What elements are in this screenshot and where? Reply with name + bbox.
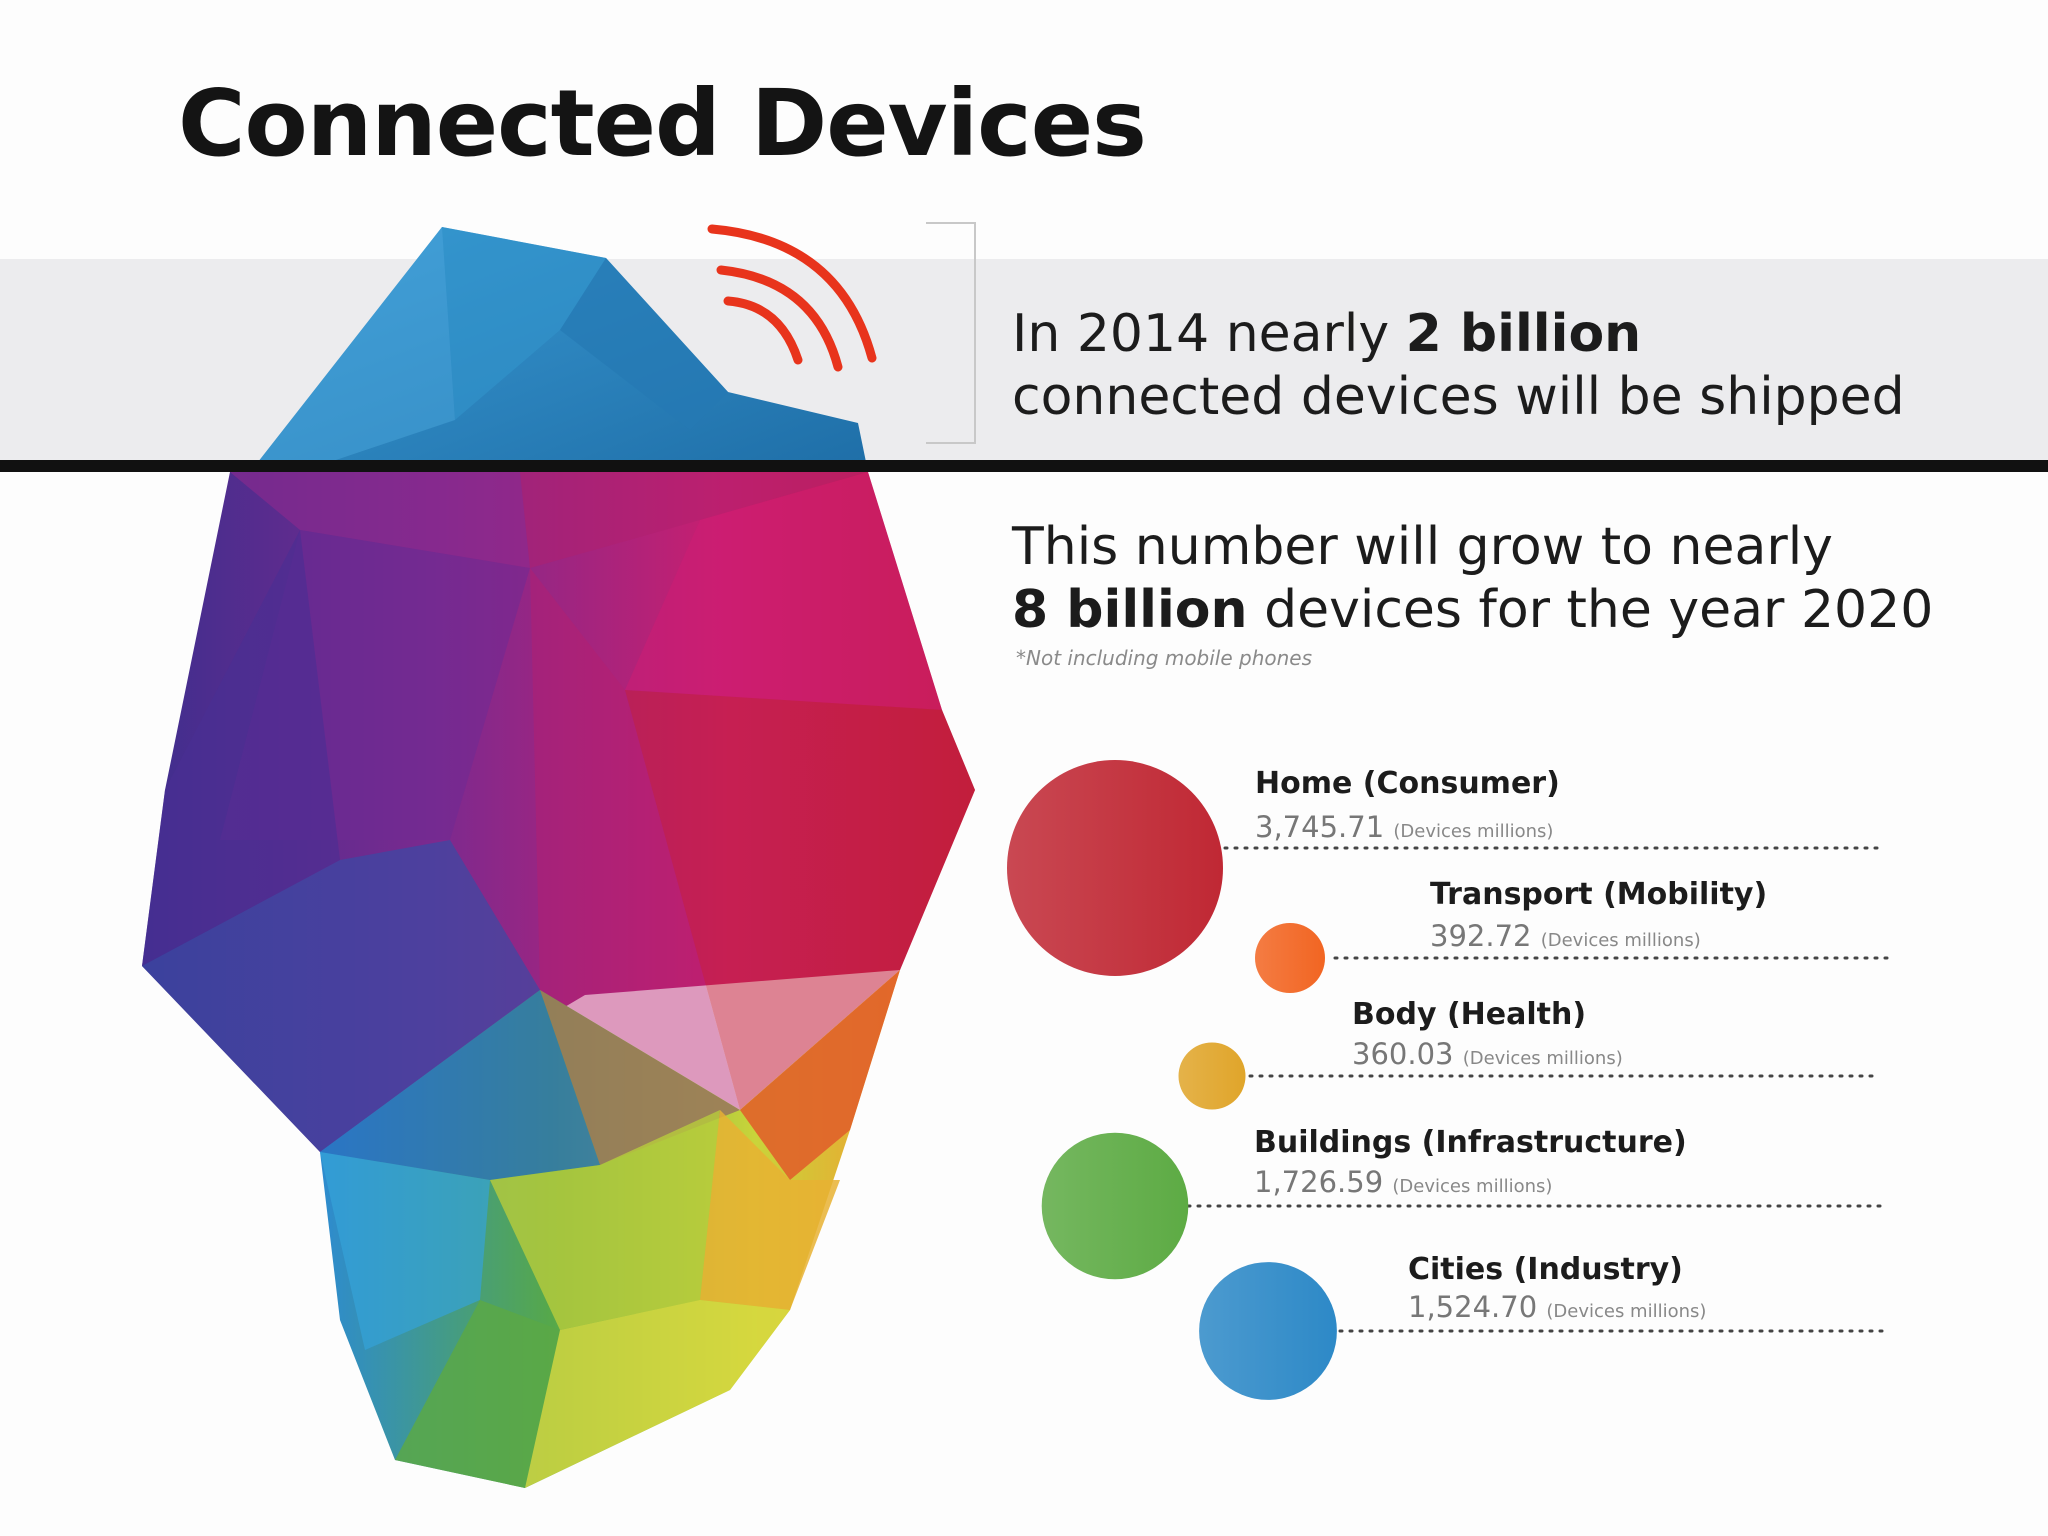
statement-2020-highlight: 8 billion xyxy=(1012,580,1248,640)
bubble-home xyxy=(1007,760,1223,976)
label-transport: Transport (Mobility) xyxy=(1430,877,1768,912)
signal-wave-2 xyxy=(716,265,843,372)
value-home: 3,745.71 (Devices millions) xyxy=(1255,810,1554,844)
label-buildings: Buildings (Infrastructure) xyxy=(1254,1125,1687,1160)
bubble-transport xyxy=(1255,923,1325,993)
value-cities: 1,524.70 (Devices millions) xyxy=(1408,1290,1707,1324)
label-body: Body (Health) xyxy=(1352,997,1587,1032)
statement-2020: This number will grow to nearly 8 billion… xyxy=(1012,517,1934,640)
label-cities: Cities (Industry) xyxy=(1408,1252,1683,1287)
value-buildings: 1,726.59 (Devices millions) xyxy=(1254,1165,1553,1199)
statement-2014: In 2014 nearly 2 billion connected device… xyxy=(1012,304,1905,427)
value-transport: 392.72 (Devices millions) xyxy=(1430,919,1701,953)
signal-wave-1 xyxy=(707,224,877,363)
page-title: Connected Devices xyxy=(178,70,1147,177)
statement-2014-highlight: 2 billion xyxy=(1405,304,1642,364)
bubble-body xyxy=(1178,1042,1246,1110)
bubble-buildings xyxy=(1041,1132,1189,1280)
bracket-divider xyxy=(926,222,976,444)
footnote: *Not including mobile phones xyxy=(1016,646,1313,670)
bubble-cities xyxy=(1199,1262,1337,1400)
label-home: Home (Consumer) xyxy=(1255,766,1560,801)
signal-wave-3 xyxy=(723,296,803,365)
value-body: 360.03 (Devices millions) xyxy=(1352,1037,1623,1071)
waterline-divider xyxy=(0,460,2048,472)
